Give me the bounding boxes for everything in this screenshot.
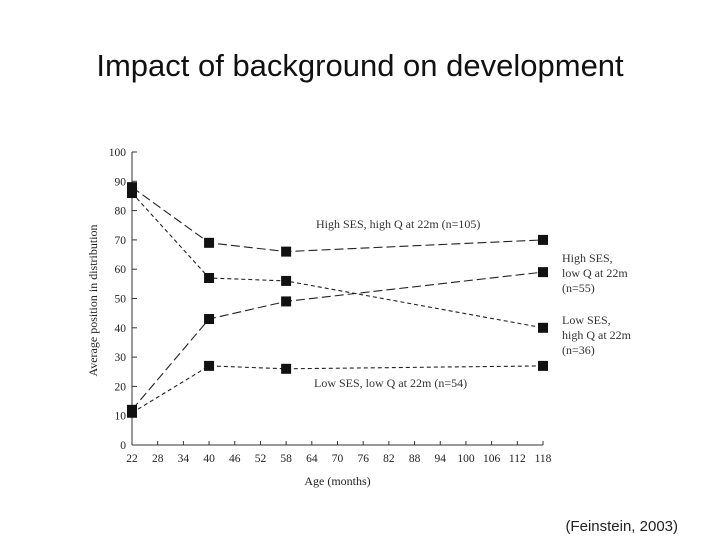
y-tick-label: 10 [115, 411, 127, 423]
series-3-point [127, 188, 137, 199]
chart-axes: 0 10 20 30 40 50 60 70 80 90 100 22 28 34 40 46 52 58 64 70… [109, 147, 552, 465]
series-1-point [281, 246, 292, 257]
series-line-1 [131, 186, 544, 253]
series-4-point [281, 363, 292, 374]
series-2-point [538, 267, 548, 278]
series-line-4 [131, 365, 544, 414]
x-tick-label: 106 [483, 453, 501, 465]
series-1-point [538, 234, 548, 245]
x-tick-label: 76 [357, 453, 369, 465]
slide-title: Impact of background on development [96, 48, 624, 83]
y-tick-label: 100 [109, 147, 127, 159]
y-tick-label: 60 [115, 264, 127, 276]
series-2-point [281, 296, 292, 307]
x-tick-label: 94 [435, 453, 447, 465]
y-tick-label: 30 [115, 352, 127, 364]
series-annotation-4: Low SES, low Q at 22m (n=54) [314, 376, 467, 390]
x-tick-label: 40 [203, 453, 215, 465]
x-tick-label: 46 [229, 453, 241, 465]
chart-annotations: High SES, high Q at 22m (n=105) High SES,… [314, 217, 632, 390]
series-3-point [281, 275, 292, 286]
y-axis-label: Average position in distribution [86, 224, 100, 376]
x-tick-label: 82 [383, 453, 395, 465]
x-tick-label: 70 [332, 453, 344, 465]
y-tick-label: 90 [115, 176, 127, 188]
series-4-point [538, 360, 548, 371]
series-annotation-3: Low SES, high Q at 22m (n=36) [562, 313, 632, 357]
y-tick-label: 20 [115, 381, 127, 393]
x-tick-label: 28 [152, 453, 164, 465]
series-3-point [204, 272, 215, 283]
x-tick-label: 52 [255, 453, 267, 465]
y-tick-label: 0 [120, 440, 126, 452]
y-tick-label: 80 [115, 206, 127, 218]
x-tick-label: 112 [509, 453, 526, 465]
y-tick-label: 50 [115, 294, 127, 306]
x-axis-label: Age (months) [304, 474, 370, 488]
series-3-point [538, 322, 548, 333]
series-1-point [204, 237, 215, 248]
x-tick-label: 100 [457, 453, 475, 465]
series-4-point [127, 407, 137, 418]
x-tick-label: 58 [280, 453, 292, 465]
citation: (Feinstein, 2003) [565, 518, 678, 535]
series-annotation-1: High SES, high Q at 22m (n=105) [316, 217, 480, 231]
series-1-point [127, 182, 137, 193]
x-tick-label: 64 [306, 453, 318, 465]
y-tick-label: 40 [115, 323, 127, 335]
series-4-point [204, 360, 215, 371]
series-line-3 [131, 192, 544, 329]
x-tick-label: 22 [126, 453, 138, 465]
x-tick-label: 34 [178, 453, 190, 465]
series-2-point [204, 314, 215, 325]
y-tick-label: 70 [115, 235, 127, 247]
series-annotation-2: High SES, low Q at 22m (n=55) [562, 251, 628, 295]
series-line-2 [131, 271, 544, 411]
x-tick-label: 88 [409, 453, 421, 465]
x-tick-label: 118 [535, 453, 552, 465]
chart-series [127, 182, 548, 418]
